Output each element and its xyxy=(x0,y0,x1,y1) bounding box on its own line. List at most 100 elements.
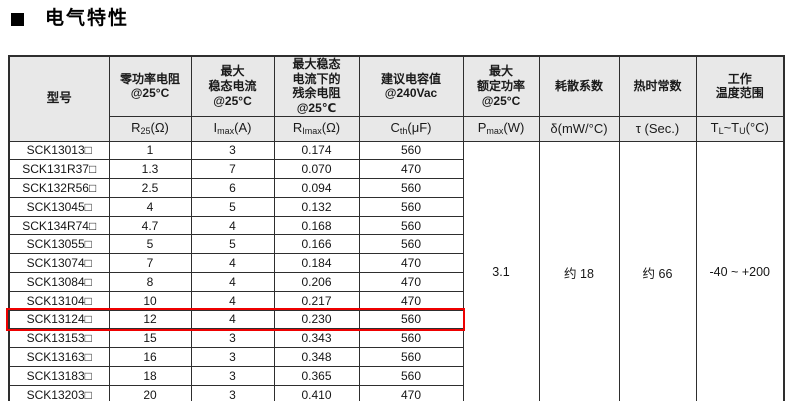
model-cell: SCK13013□ xyxy=(8,140,110,161)
model-cell: SCK13153□ xyxy=(8,328,110,349)
imax-cell: 5 xyxy=(190,196,275,217)
unit-header-6: τ (Sec.) xyxy=(618,115,697,142)
col-header-7: 工作 温度范围 xyxy=(695,55,785,117)
imax-cell: 4 xyxy=(190,271,275,292)
imax-cell: 4 xyxy=(190,290,275,311)
model-cell: SCK131R37□ xyxy=(8,159,110,180)
model-cell: SCK13074□ xyxy=(8,253,110,273)
cth-cell: 560 xyxy=(358,365,464,386)
col-header-2: 最大稳态 电流下的 残余电阻 @25℃ xyxy=(273,55,360,117)
unit-header-3: Cth(μF) xyxy=(358,115,464,142)
model-cell: SCK132R56□ xyxy=(8,178,110,198)
cth-cell: 560 xyxy=(358,347,464,367)
header-row-units: R25(Ω) Imax(A) RImax(Ω) Cth(μF) Pmax(W) δ(mW/… xyxy=(9,115,785,142)
model-cell: SCK13203□ xyxy=(8,384,110,401)
rimax-cell: 0.094 xyxy=(273,178,360,198)
model-cell: SCK134R74□ xyxy=(8,215,110,236)
cth-cell: 470 xyxy=(358,159,464,180)
col-header-model: 型号 xyxy=(8,55,110,142)
rimax-cell: 0.166 xyxy=(273,234,360,255)
cth-cell: 560 xyxy=(358,234,464,255)
col-header-6: 热时常数 xyxy=(618,55,697,117)
model-cell: SCK13084□ xyxy=(8,271,110,292)
dissipation-cell: 约 18 xyxy=(538,140,620,401)
model-cell: SCK13124□ xyxy=(8,309,110,330)
spec-table-wrap: 型号 零功率电阻 @25°C 最大 稳态电流 @25°C 最大稳态 电流下的 残余电… xyxy=(6,55,785,401)
unit-header-2: RImax(Ω) xyxy=(273,115,360,142)
unit-header-7: TL~TU(°C) xyxy=(695,115,785,142)
col-header-5: 耗散系数 xyxy=(538,55,620,117)
imax-cell: 3 xyxy=(190,365,275,386)
rimax-cell: 0.070 xyxy=(273,159,360,180)
r25-cell: 5 xyxy=(108,234,192,255)
header-row-titles: 型号 零功率电阻 @25°C 最大 稳态电流 @25°C 最大稳态 电流下的 残余电… xyxy=(8,55,785,142)
data-row: SCK13183□ 18 3 0.365 560 xyxy=(8,365,784,386)
cth-cell: 560 xyxy=(358,215,464,236)
cth-cell: 470 xyxy=(358,384,464,401)
col-header-0: 零功率电阻 @25°C xyxy=(108,55,192,117)
r25-cell: 20 xyxy=(108,384,192,401)
r25-cell: 1.3 xyxy=(108,159,192,180)
r25-cell: 18 xyxy=(108,365,192,386)
cth-cell: 560 xyxy=(358,309,464,330)
data-row: SCK13163□ 16 3 0.348 560 xyxy=(8,347,784,367)
time-constant-cell: 约 66 xyxy=(618,140,697,401)
imax-cell: 5 xyxy=(190,234,275,255)
imax-cell: 3 xyxy=(190,347,275,367)
imax-cell: 6 xyxy=(190,178,275,198)
spec-table-body: SCK13013□ 1 3 0.174 560 3.1 约 18 约 66 -40 ~ +200… xyxy=(8,140,785,401)
rimax-cell: 0.348 xyxy=(273,347,360,367)
spec-table: 型号 零功率电阻 @25°C 最大 稳态电流 @25°C 最大稳态 电流下的 残余电… xyxy=(8,55,785,401)
r25-cell: 4 xyxy=(108,196,192,217)
model-cell: SCK13045□ xyxy=(8,196,110,217)
cth-cell: 470 xyxy=(358,253,464,273)
data-row: SCK13203□ 20 3 0.410 470 xyxy=(8,384,784,401)
unit-header-4: Pmax(W) xyxy=(462,115,540,142)
unit-header-5: δ(mW/°C) xyxy=(538,115,620,142)
rimax-cell: 0.365 xyxy=(273,365,360,386)
data-row: SCK13074□ 7 4 0.184 470 xyxy=(8,253,784,273)
rimax-cell: 0.174 xyxy=(273,140,360,161)
section-title-text: 电气特性 xyxy=(45,8,130,29)
data-row: SCK13153□ 15 3 0.343 560 xyxy=(8,328,784,349)
imax-cell: 4 xyxy=(190,309,275,330)
r25-cell: 15 xyxy=(108,328,192,349)
data-row: SCK131R37□ 1.3 7 0.070 470 xyxy=(8,159,784,180)
r25-cell: 10 xyxy=(108,290,192,311)
col-header-1: 最大 稳态电流 @25°C xyxy=(190,55,275,117)
cth-cell: 560 xyxy=(358,328,464,349)
rimax-cell: 0.168 xyxy=(273,215,360,236)
pmax-cell: 3.1 xyxy=(462,140,540,401)
r25-cell: 8 xyxy=(108,271,192,292)
imax-cell: 3 xyxy=(190,140,275,161)
r25-cell: 2.5 xyxy=(108,178,192,198)
spec-table-header: 型号 零功率电阻 @25°C 最大 稳态电流 @25°C 最大稳态 电流下的 残余电… xyxy=(8,55,785,142)
imax-cell: 4 xyxy=(190,253,275,273)
data-row: SCK13124□ 12 4 0.230 560 xyxy=(8,309,784,330)
data-row: SCK13055□ 5 5 0.166 560 xyxy=(8,234,784,255)
data-row: SCK13013□ 1 3 0.174 560 3.1 约 18 约 66 -40 ~ +200 xyxy=(8,140,785,401)
rimax-cell: 0.343 xyxy=(273,328,360,349)
cth-cell: 560 xyxy=(358,140,464,161)
cth-cell: 560 xyxy=(358,178,464,198)
imax-cell: 7 xyxy=(190,159,275,180)
section-title: 电气特性 xyxy=(11,8,130,30)
r25-cell: 12 xyxy=(108,309,192,330)
data-row: SCK134R74□ 4.7 4 0.168 560 xyxy=(8,215,784,236)
imax-cell: 4 xyxy=(190,215,275,236)
rimax-cell: 0.410 xyxy=(273,384,360,401)
imax-cell: 3 xyxy=(190,328,275,349)
model-cell: SCK13183□ xyxy=(8,365,110,386)
temp-range-cell: -40 ~ +200 xyxy=(695,140,785,401)
data-row: SCK13084□ 8 4 0.206 470 xyxy=(8,271,784,292)
col-header-4: 最大 额定功率 @25°C xyxy=(462,55,540,117)
imax-cell: 3 xyxy=(190,384,275,401)
unit-header-0: R25(Ω) xyxy=(108,115,192,142)
cth-cell: 470 xyxy=(358,271,464,292)
rimax-cell: 0.206 xyxy=(273,271,360,292)
model-cell: SCK13055□ xyxy=(8,234,110,255)
rimax-cell: 0.132 xyxy=(273,196,360,217)
cth-cell: 470 xyxy=(358,290,464,311)
r25-cell: 1 xyxy=(108,140,192,161)
